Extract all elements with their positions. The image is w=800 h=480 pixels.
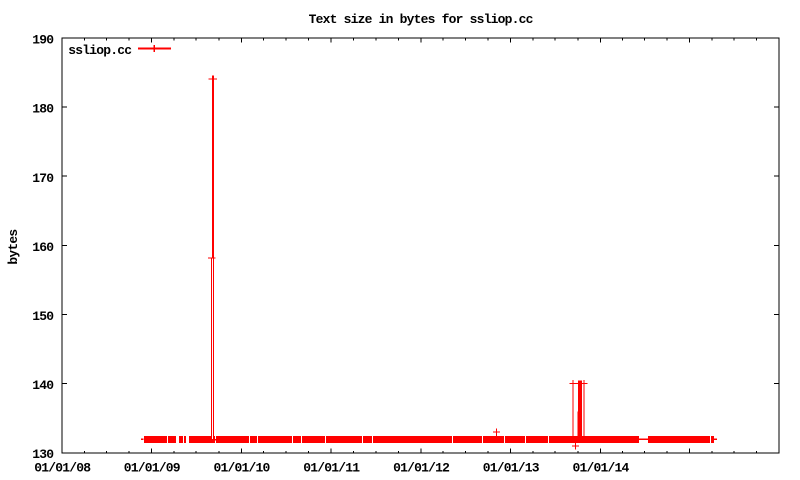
svg-text:01/01/08: 01/01/08: [34, 460, 91, 475]
svg-text:ssliop.cc: ssliop.cc: [68, 43, 132, 58]
svg-text:170: 170: [32, 171, 54, 186]
svg-text:140: 140: [32, 378, 54, 393]
svg-text:01/01/11: 01/01/11: [303, 460, 360, 475]
svg-text:01/01/10: 01/01/10: [214, 460, 271, 475]
svg-text:150: 150: [32, 309, 54, 324]
svg-text:01/01/14: 01/01/14: [573, 460, 630, 475]
svg-text:bytes: bytes: [6, 229, 21, 265]
svg-text:01/01/13: 01/01/13: [483, 460, 540, 475]
svg-text:Text size in bytes for ssliop.: Text size in bytes for ssliop.cc: [309, 12, 534, 27]
svg-text:01/01/12: 01/01/12: [393, 460, 450, 475]
svg-text:160: 160: [32, 240, 54, 255]
svg-text:130: 130: [32, 447, 54, 462]
svg-text:180: 180: [32, 102, 54, 117]
svg-text:01/01/09: 01/01/09: [124, 460, 181, 475]
svg-text:190: 190: [32, 33, 54, 48]
